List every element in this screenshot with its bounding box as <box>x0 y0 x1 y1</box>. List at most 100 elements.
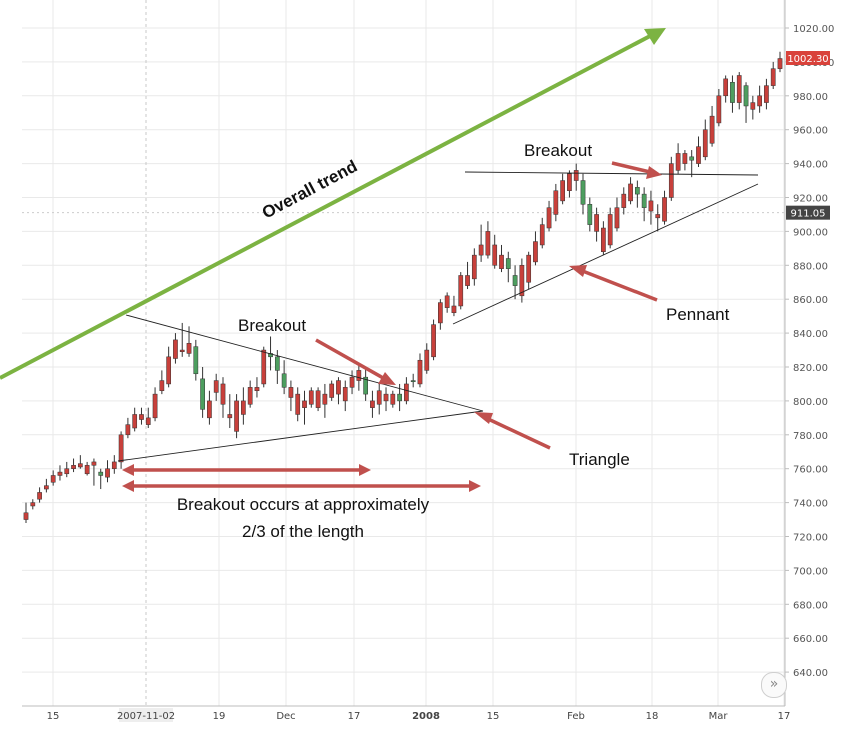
scroll-right-button[interactable]: » <box>761 672 787 698</box>
candle <box>213 373 219 401</box>
candle <box>166 346 172 388</box>
triangle-label: Triangle <box>569 450 630 469</box>
candle <box>587 197 593 232</box>
candle-body <box>336 380 341 395</box>
pointer-arrows <box>122 161 662 492</box>
candle <box>668 156 674 201</box>
candle-body <box>628 183 633 202</box>
candle-body <box>431 324 436 358</box>
candle-body <box>662 197 667 222</box>
candle-body <box>118 434 124 463</box>
candle-body <box>444 295 450 308</box>
candle <box>125 417 131 439</box>
triangle-arrowhead <box>474 412 493 424</box>
candle <box>539 217 545 249</box>
candle-body <box>560 180 565 202</box>
candle <box>376 383 382 415</box>
candle-body <box>485 231 491 256</box>
pattern-length-arrowhead-left <box>122 480 134 492</box>
candle <box>315 387 321 412</box>
candle-body <box>370 400 375 408</box>
grid <box>22 0 785 706</box>
x-tick-label: Mar <box>709 711 729 722</box>
candle <box>702 119 708 161</box>
candle-body <box>730 81 735 103</box>
pennant-arrow <box>579 268 658 302</box>
y-axis-ticks: 640.00 660.00 680.00 700.00 720.00 740.00 760.… <box>785 24 834 679</box>
candle <box>648 190 654 225</box>
candle-body <box>410 380 416 383</box>
y-tick-label: 740.00 <box>793 499 828 510</box>
breakout1-arrowhead <box>378 372 396 385</box>
price-label-text: 911.05 <box>791 209 826 220</box>
candle-body <box>580 180 586 205</box>
candle <box>105 460 110 483</box>
candle <box>44 478 49 493</box>
candle <box>336 377 341 405</box>
candle <box>471 248 477 286</box>
candle <box>159 370 165 395</box>
candle <box>478 224 484 262</box>
candle-body <box>234 400 239 432</box>
triangle-arrow <box>485 416 551 450</box>
x-tick-highlight <box>119 708 173 722</box>
candle <box>512 265 518 300</box>
y-tick-label: 760.00 <box>793 465 828 476</box>
y-tick-label: 920.00 <box>793 194 828 205</box>
y-tick-label: 880.00 <box>793 261 828 272</box>
triangle-upper-line <box>125 314 484 412</box>
candle <box>247 380 253 408</box>
breakout1-arrow <box>315 338 386 381</box>
candle-body <box>302 400 307 408</box>
candle <box>628 177 633 205</box>
candle <box>363 367 368 401</box>
candle <box>84 461 90 476</box>
candle <box>254 377 260 398</box>
candle <box>342 380 348 412</box>
candle-body <box>247 387 253 405</box>
candle-body <box>424 349 430 371</box>
candle-body <box>77 463 83 468</box>
candle-body <box>601 227 606 252</box>
breakout-length-arrowhead-right <box>359 464 371 476</box>
candle <box>193 339 199 381</box>
candle-body <box>539 224 545 246</box>
candle <box>696 136 701 167</box>
candle-body <box>390 393 396 405</box>
y-tick-label: 940.00 <box>793 160 828 171</box>
candle-body <box>682 153 688 164</box>
y-tick-label: 700.00 <box>793 566 828 577</box>
candle-body <box>648 200 654 212</box>
candle <box>546 200 552 232</box>
pennant-upper-line <box>464 171 759 176</box>
candle-body <box>696 146 701 164</box>
candle-body <box>512 275 518 286</box>
y-tick-label: 680.00 <box>793 600 828 611</box>
candle-body <box>281 373 287 388</box>
candle-body <box>376 390 382 405</box>
candle-body <box>254 387 260 391</box>
candle-body <box>438 302 443 324</box>
x-tick-label: 15 <box>47 711 60 722</box>
candle-body <box>471 254 477 280</box>
candle-body <box>227 414 233 419</box>
candle <box>675 143 681 174</box>
candle-body <box>546 207 552 229</box>
candle <box>641 187 647 222</box>
candle <box>526 251 532 290</box>
candle-body <box>641 193 647 208</box>
candle <box>111 455 117 474</box>
candle <box>655 204 661 232</box>
candle-body <box>689 156 695 161</box>
candle <box>560 173 565 205</box>
candle-body <box>702 129 708 158</box>
candle-body <box>383 393 389 402</box>
candle-body <box>23 512 29 520</box>
candle-body <box>57 471 63 476</box>
candle-body <box>736 75 742 103</box>
candle-body <box>173 339 178 359</box>
candle <box>750 95 756 120</box>
candle-body <box>743 85 749 107</box>
